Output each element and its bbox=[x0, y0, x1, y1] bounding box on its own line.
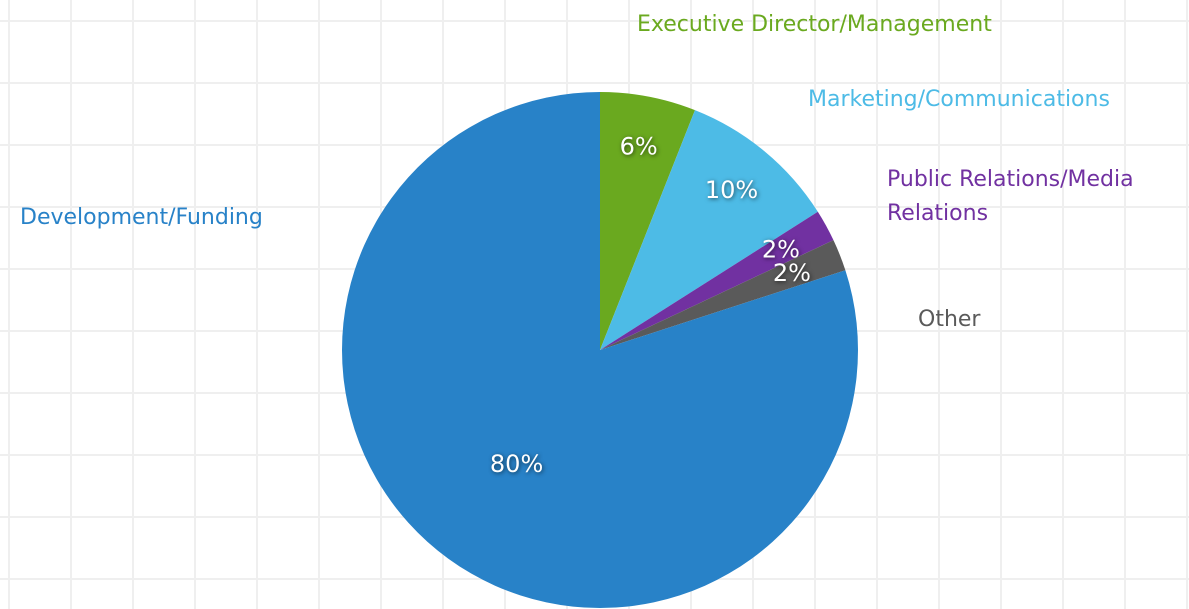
pie-slice bbox=[341, 91, 858, 609]
pie-slice bbox=[600, 92, 695, 350]
category-label: Public Relations/Media Relations bbox=[887, 167, 1134, 226]
value-label: 10% bbox=[705, 176, 758, 204]
value-label: 80% bbox=[490, 450, 543, 478]
category-label: Executive Director/Management bbox=[637, 12, 992, 37]
pie-slice bbox=[600, 211, 834, 350]
pie-slice bbox=[600, 110, 818, 350]
value-label: 2% bbox=[762, 236, 800, 264]
category-label: Development/Funding bbox=[20, 205, 263, 230]
pie-slice bbox=[600, 240, 846, 350]
value-label: 2% bbox=[773, 259, 811, 287]
category-label: Marketing/Communications bbox=[808, 87, 1110, 112]
value-label: 6% bbox=[620, 132, 658, 160]
category-label: Other bbox=[918, 307, 981, 332]
